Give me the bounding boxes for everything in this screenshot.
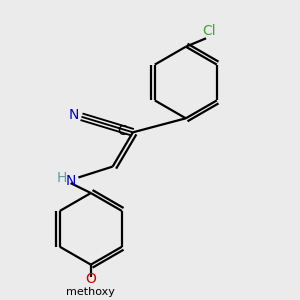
Text: N: N: [68, 108, 79, 122]
Text: C: C: [117, 124, 127, 138]
Text: methoxy: methoxy: [66, 287, 115, 297]
Text: N: N: [65, 174, 76, 188]
Text: H: H: [57, 171, 67, 185]
Text: Cl: Cl: [202, 23, 216, 38]
Text: O: O: [85, 272, 96, 286]
